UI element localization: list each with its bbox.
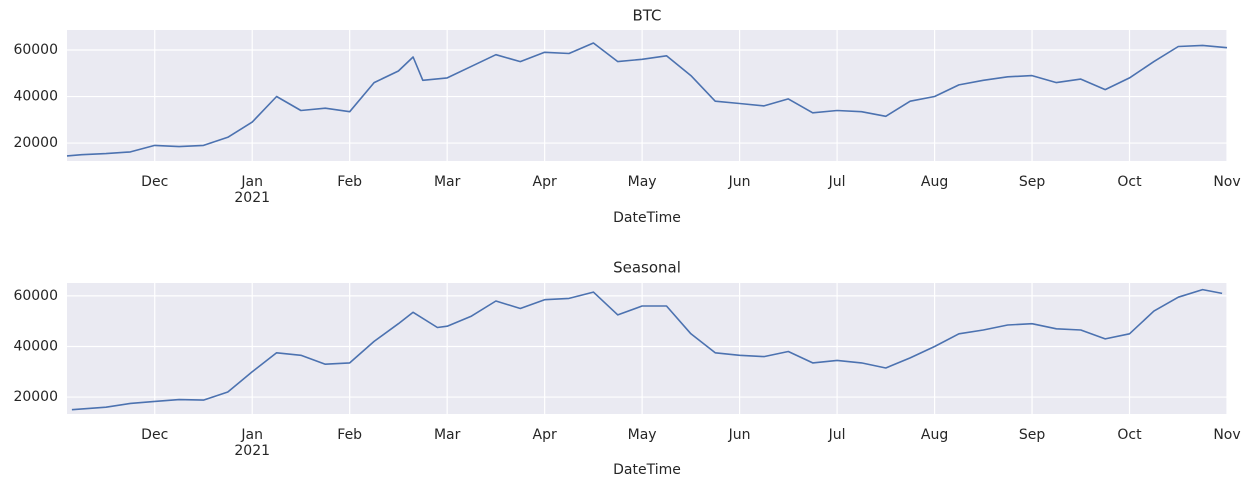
y-tick-label: 40000 [13,89,58,105]
plot-area [67,283,1227,414]
x-tick-label: Mar [434,174,461,190]
x-tick-label: Jan 2021 [234,427,270,459]
x-tick-label: Nov [1213,174,1240,190]
x-tick-label: Sep [1019,174,1046,190]
x-tick-label: Aug [921,174,948,190]
x-tick-label: Feb [337,427,362,443]
y-tick-label: 60000 [13,42,58,58]
chart-title: BTC [632,7,661,25]
x-tick-label: Jul [828,174,846,190]
plot-area [67,30,1227,161]
x-tick-label: May [628,174,657,190]
x-tick-label: Mar [434,427,461,443]
series-line [66,42,1228,157]
y-tick-label: 40000 [13,338,58,354]
x-tick-label: Apr [533,174,557,190]
y-tick-label: 20000 [13,389,58,405]
chart-title: Seasonal [613,259,681,277]
x-tick-label: Apr [533,427,557,443]
x-tick-label: Oct [1117,427,1142,443]
x-tick-label: Feb [337,174,362,190]
x-axis-label: DateTime [613,210,681,226]
x-tick-label: Jun [728,174,751,190]
y-tick-label: 60000 [13,288,58,304]
x-tick-label: Sep [1019,427,1046,443]
x-tick-label: Nov [1213,427,1240,443]
x-axis-label: DateTime [613,462,681,478]
x-tick-label: Oct [1117,174,1142,190]
x-tick-label: May [628,427,657,443]
series-line [71,288,1223,411]
x-tick-label: Jan 2021 [234,174,270,206]
x-tick-label: Dec [141,427,168,443]
x-tick-label: Jun [728,427,751,443]
y-tick-label: 20000 [13,135,58,151]
x-tick-label: Dec [141,174,168,190]
x-tick-label: Aug [921,427,948,443]
x-tick-label: Jul [828,427,846,443]
